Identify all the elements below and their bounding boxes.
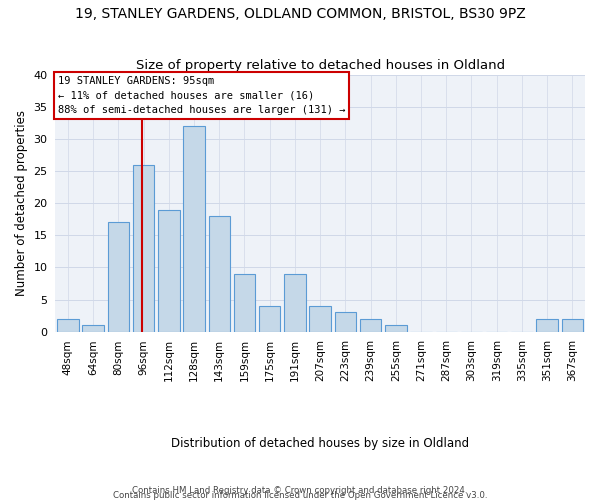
Bar: [82, 326, 104, 332]
Bar: [133, 164, 154, 332]
Bar: [209, 216, 230, 332]
X-axis label: Distribution of detached houses by size in Oldland: Distribution of detached houses by size …: [171, 437, 469, 450]
Bar: [536, 319, 558, 332]
Bar: [310, 306, 331, 332]
Bar: [57, 319, 79, 332]
Bar: [107, 222, 129, 332]
Bar: [284, 274, 305, 332]
Bar: [158, 210, 179, 332]
Text: 19 STANLEY GARDENS: 95sqm
← 11% of detached houses are smaller (16)
88% of semi-: 19 STANLEY GARDENS: 95sqm ← 11% of detac…: [58, 76, 346, 116]
Bar: [259, 306, 280, 332]
Bar: [184, 126, 205, 332]
Bar: [562, 319, 583, 332]
Title: Size of property relative to detached houses in Oldland: Size of property relative to detached ho…: [136, 59, 505, 72]
Text: Contains public sector information licensed under the Open Government Licence v3: Contains public sector information licen…: [113, 490, 487, 500]
Bar: [360, 319, 382, 332]
Text: 19, STANLEY GARDENS, OLDLAND COMMON, BRISTOL, BS30 9PZ: 19, STANLEY GARDENS, OLDLAND COMMON, BRI…: [74, 8, 526, 22]
Bar: [385, 326, 407, 332]
Y-axis label: Number of detached properties: Number of detached properties: [15, 110, 28, 296]
Text: Contains HM Land Registry data © Crown copyright and database right 2024.: Contains HM Land Registry data © Crown c…: [132, 486, 468, 495]
Bar: [234, 274, 255, 332]
Bar: [335, 312, 356, 332]
